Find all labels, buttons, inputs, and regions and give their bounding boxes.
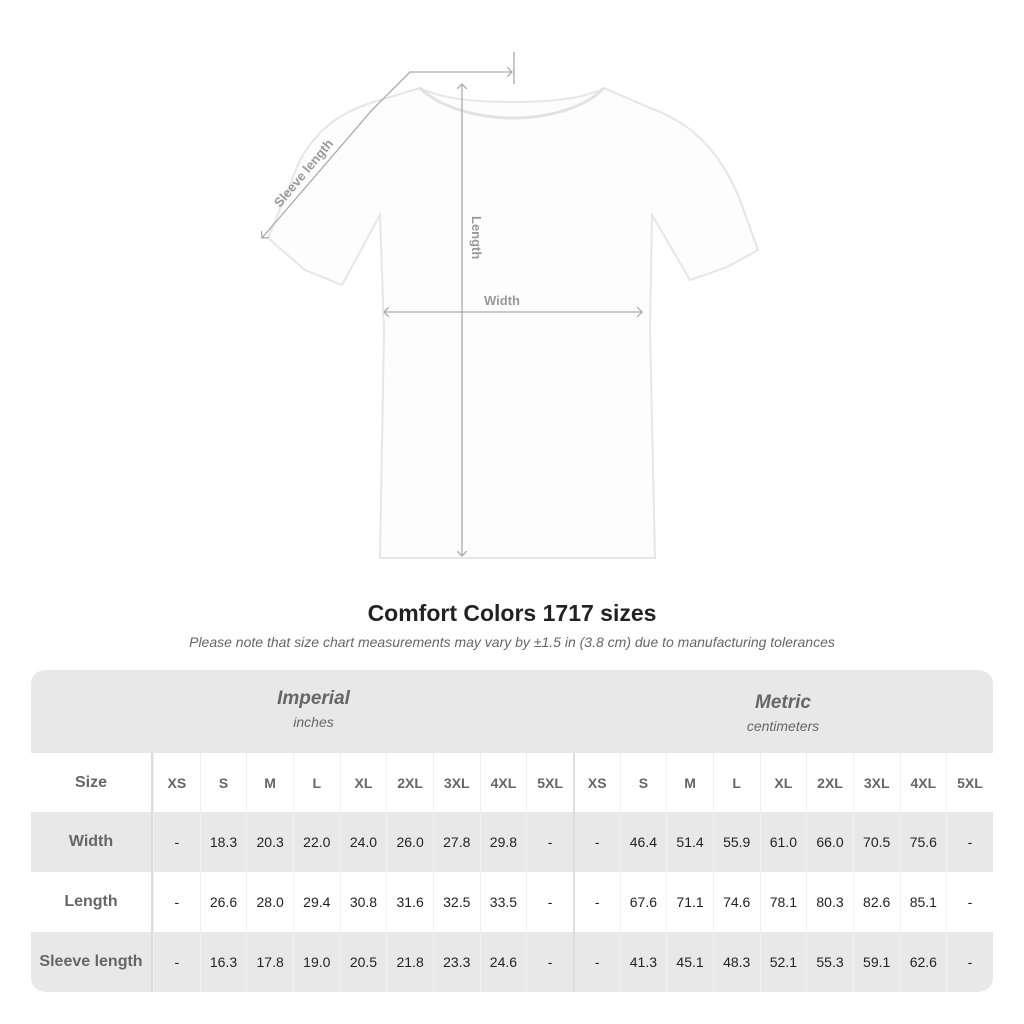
tshirt-diagram: Sleeve length Length Width bbox=[0, 52, 760, 559]
row-label: Width bbox=[31, 812, 153, 872]
imperial-header: Imperial inches bbox=[31, 670, 596, 753]
table-cell: 55.3 bbox=[806, 932, 853, 992]
width-label: Width bbox=[484, 293, 520, 308]
table-cell: 51.4 bbox=[666, 812, 713, 872]
table-cell: 26.0 bbox=[386, 812, 433, 872]
table-cell: 19.0 bbox=[292, 932, 340, 992]
table-row: Width -18.3 20.3 22.0 24.0 26.0 27.8 29.8- -46.4… bbox=[31, 812, 993, 872]
sleeve-arrow bbox=[262, 72, 512, 238]
metric-header: Metric centimeters bbox=[573, 670, 993, 753]
table-cell: 20.3 bbox=[246, 812, 293, 872]
table-cell: 20.5 bbox=[339, 932, 387, 992]
table-cell: - bbox=[526, 812, 573, 872]
table-cell: - bbox=[526, 932, 573, 992]
table-cell: 24.6 bbox=[479, 932, 527, 992]
table-cell: 41.3 bbox=[619, 932, 667, 992]
table-row: Sleeve length -16.3 17.8 19.0 20.5 21.8 23.3 24… bbox=[31, 932, 993, 992]
metric-unit: centimeters bbox=[746, 718, 820, 734]
table-cell: - bbox=[572, 932, 620, 992]
table-cell: 32.5 bbox=[432, 872, 480, 932]
imperial-title: Imperial bbox=[277, 688, 350, 709]
table-cell: 29.4 bbox=[292, 872, 340, 932]
table-cell: 62.6 bbox=[899, 932, 947, 992]
metric-title: Metric bbox=[755, 692, 811, 713]
table-cell: 80.3 bbox=[806, 872, 853, 932]
table-cell: 75.6 bbox=[899, 812, 947, 872]
table-row: Length -26.6 28.0 29.4 30.8 31.6 32.5 33.5- -67.… bbox=[31, 872, 993, 932]
size-header-row: Size XS S M L XL 2XL 3XL 4XL 5XL XS S M L XL 2XL 3XL 4XL 5… bbox=[31, 753, 993, 812]
size-header-cell: XS bbox=[153, 753, 200, 812]
row-label: Length bbox=[31, 872, 153, 932]
size-header-cell: 5XL bbox=[946, 753, 993, 812]
table-cell: 82.6 bbox=[852, 872, 900, 932]
size-header-cell: XS bbox=[572, 753, 620, 812]
table-cell: 70.5 bbox=[852, 812, 900, 872]
table-cell: 66.0 bbox=[806, 812, 853, 872]
size-header-cell: S bbox=[619, 753, 667, 812]
table-cell: 28.0 bbox=[246, 872, 293, 932]
tolerance-note: Please note that size chart measurements… bbox=[189, 634, 835, 650]
size-header-cell: XL bbox=[339, 753, 387, 812]
row-label: Size bbox=[31, 753, 153, 812]
table-cell: - bbox=[946, 872, 993, 932]
table-cell: 55.9 bbox=[712, 812, 760, 872]
unit-header-band bbox=[31, 670, 993, 753]
table-cell: 24.0 bbox=[339, 812, 387, 872]
size-header-cell: L bbox=[292, 753, 340, 812]
size-header-cell: S bbox=[199, 753, 247, 812]
table-cell: 71.1 bbox=[666, 872, 713, 932]
size-header-cell: 3XL bbox=[432, 753, 480, 812]
tshirt-shape bbox=[266, 86, 760, 559]
size-header-cell: 5XL bbox=[526, 753, 573, 812]
table-cell: 48.3 bbox=[712, 932, 760, 992]
size-header-cell: 2XL bbox=[806, 753, 853, 812]
table-cell: - bbox=[946, 932, 993, 992]
size-header-cell: 3XL bbox=[852, 753, 900, 812]
size-table: Imperial inches Metric centimeters Size X… bbox=[31, 670, 993, 992]
length-label: Length bbox=[469, 216, 484, 259]
table-cell: 61.0 bbox=[759, 812, 807, 872]
table-cell: 26.6 bbox=[199, 872, 247, 932]
table-cell: 46.4 bbox=[619, 812, 667, 872]
table-cell: 52.1 bbox=[759, 932, 807, 992]
size-header-cell: 4XL bbox=[899, 753, 947, 812]
size-header-cell: XL bbox=[759, 753, 807, 812]
table-cell: 22.0 bbox=[292, 812, 340, 872]
row-label: Sleeve length bbox=[31, 932, 153, 992]
table-cell: 31.6 bbox=[386, 872, 433, 932]
table-cell: 27.8 bbox=[432, 812, 480, 872]
size-header-cell: 4XL bbox=[479, 753, 527, 812]
size-header-cell: 2XL bbox=[386, 753, 433, 812]
table-cell: 78.1 bbox=[759, 872, 807, 932]
table-cell: - bbox=[572, 872, 620, 932]
table-cell: - bbox=[153, 932, 200, 992]
size-header-cell: M bbox=[666, 753, 713, 812]
table-cell: 23.3 bbox=[432, 932, 480, 992]
table-cell: 74.6 bbox=[712, 872, 760, 932]
table-cell: 29.8 bbox=[479, 812, 527, 872]
table-cell: 16.3 bbox=[199, 932, 247, 992]
table-cell: 17.8 bbox=[246, 932, 293, 992]
table-cell: 85.1 bbox=[899, 872, 947, 932]
table-cell: - bbox=[153, 872, 200, 932]
table-cell: 45.1 bbox=[666, 932, 713, 992]
table-cell: 33.5 bbox=[479, 872, 527, 932]
table-cell: 21.8 bbox=[386, 932, 433, 992]
page-title: Comfort Colors 1717 sizes bbox=[367, 600, 657, 626]
table-cell: - bbox=[572, 812, 620, 872]
table-cell: 18.3 bbox=[199, 812, 247, 872]
table-cell: 59.1 bbox=[852, 932, 900, 992]
table-cell: 30.8 bbox=[339, 872, 387, 932]
table-cell: - bbox=[153, 812, 200, 872]
table-cell: - bbox=[946, 812, 993, 872]
size-header-cell: M bbox=[246, 753, 293, 812]
imperial-unit: inches bbox=[293, 714, 334, 730]
table-cell: - bbox=[526, 872, 573, 932]
size-header-cell: L bbox=[712, 753, 760, 812]
table-cell: 67.6 bbox=[619, 872, 667, 932]
